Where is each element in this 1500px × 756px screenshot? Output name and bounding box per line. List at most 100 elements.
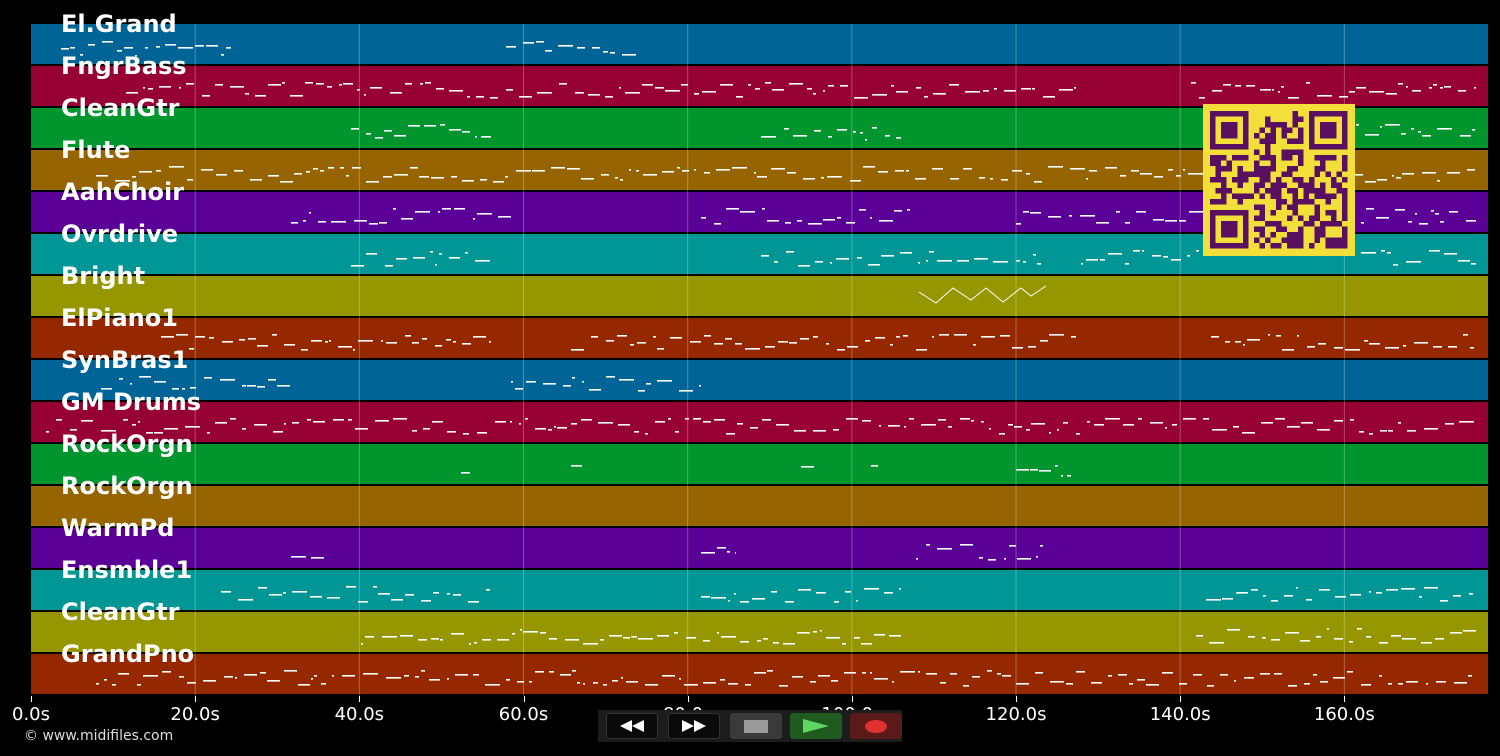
track-lane[interactable] xyxy=(31,318,1488,359)
qr-module xyxy=(1309,215,1315,221)
qr-module xyxy=(1254,160,1260,166)
qr-module xyxy=(1292,116,1298,122)
qr-module xyxy=(1320,188,1326,194)
qr-module xyxy=(1259,171,1265,177)
tick-mark xyxy=(1180,696,1182,702)
tick-mark xyxy=(851,696,853,702)
track-lane[interactable] xyxy=(31,528,1488,569)
stop-button[interactable] xyxy=(730,713,782,739)
qr-module xyxy=(1237,199,1243,205)
qr-module xyxy=(1314,204,1320,210)
qr-module xyxy=(1292,199,1298,205)
qr-module xyxy=(1215,171,1221,177)
track-lane[interactable] xyxy=(31,444,1488,485)
qr-module xyxy=(1325,155,1331,161)
qr-module xyxy=(1309,199,1315,205)
qr-module xyxy=(1331,155,1337,161)
qr-module xyxy=(1292,243,1298,249)
qr-module xyxy=(1259,155,1265,161)
qr-module xyxy=(1254,171,1260,177)
qr-module xyxy=(1221,177,1227,183)
qr-module xyxy=(1221,166,1227,172)
qr-module xyxy=(1325,243,1331,249)
track-lane[interactable] xyxy=(31,402,1488,443)
track-label: ElPiano1 xyxy=(61,304,178,332)
qr-module xyxy=(1265,188,1271,194)
track-lane[interactable] xyxy=(31,276,1488,317)
qr-module xyxy=(1254,166,1260,172)
qr-module xyxy=(1303,221,1309,227)
qr-module xyxy=(1331,215,1337,221)
qr-module xyxy=(1254,182,1260,188)
tick-label: 160.0s xyxy=(1313,704,1375,725)
qr-module xyxy=(1336,237,1342,243)
qr-module xyxy=(1342,232,1348,238)
qr-module xyxy=(1221,188,1227,194)
qr-module xyxy=(1342,237,1348,243)
qr-module xyxy=(1342,215,1348,221)
fast-forward-button[interactable] xyxy=(668,713,720,739)
qr-module xyxy=(1270,155,1276,161)
track-lane[interactable] xyxy=(31,654,1488,695)
qr-module xyxy=(1292,138,1298,144)
qr-module xyxy=(1342,166,1348,172)
qr-module xyxy=(1259,232,1265,238)
qr-module xyxy=(1298,138,1304,144)
play-button[interactable] xyxy=(790,713,842,739)
qr-module xyxy=(1292,149,1298,155)
qr-module xyxy=(1210,160,1216,166)
qr-module xyxy=(1298,243,1304,249)
qr-module xyxy=(1265,171,1271,177)
stop-icon xyxy=(744,719,768,733)
qr-module xyxy=(1237,171,1243,177)
qr-module xyxy=(1276,199,1282,205)
track-label: WarmPd xyxy=(61,514,175,542)
qr-module xyxy=(1287,155,1293,161)
qr-module xyxy=(1221,155,1227,161)
track-lane[interactable] xyxy=(31,24,1488,65)
qr-module xyxy=(1342,193,1348,199)
track-lane[interactable] xyxy=(31,360,1488,401)
qr-module xyxy=(1314,210,1320,216)
record-button[interactable] xyxy=(850,713,902,739)
track-lane[interactable] xyxy=(31,570,1488,611)
rewind-button[interactable] xyxy=(606,713,658,739)
qr-module xyxy=(1320,193,1326,199)
qr-module xyxy=(1342,160,1348,166)
track-lane[interactable] xyxy=(31,612,1488,653)
track-lane[interactable] xyxy=(31,486,1488,527)
qr-module xyxy=(1270,138,1276,144)
qr-module xyxy=(1325,237,1331,243)
track-label: El.Grand xyxy=(61,10,177,38)
tick-label: 60.0s xyxy=(498,704,549,725)
qr-module xyxy=(1270,160,1276,166)
tick-label: 0.0s xyxy=(11,704,51,725)
qr-module xyxy=(1226,160,1232,166)
qr-module xyxy=(1336,221,1342,227)
transport-controls xyxy=(598,710,902,742)
qr-module xyxy=(1237,177,1243,183)
tick-mark xyxy=(1016,696,1017,702)
qr-module xyxy=(1292,111,1298,117)
tick-label: 140.0s xyxy=(1149,704,1211,725)
play-icon xyxy=(803,719,829,733)
qr-module xyxy=(1292,177,1298,183)
track-lane[interactable] xyxy=(31,66,1488,107)
qr-module xyxy=(1265,177,1271,183)
qr-module xyxy=(1287,237,1293,243)
qr-module xyxy=(1320,155,1326,161)
qr-module xyxy=(1314,237,1320,243)
qr-module xyxy=(1303,199,1309,205)
qr-module xyxy=(1314,166,1320,172)
qr-module xyxy=(1287,243,1293,249)
qr-module xyxy=(1325,221,1331,227)
qr-module xyxy=(1331,193,1337,199)
qr-module xyxy=(1309,177,1315,183)
qr-module xyxy=(1342,204,1348,210)
qr-module xyxy=(1270,133,1276,139)
qr-module xyxy=(1336,171,1342,177)
qr-module xyxy=(1237,182,1243,188)
qr-module xyxy=(1226,166,1232,172)
qr-module xyxy=(1342,210,1348,216)
track-label: AahChoir xyxy=(61,178,185,206)
